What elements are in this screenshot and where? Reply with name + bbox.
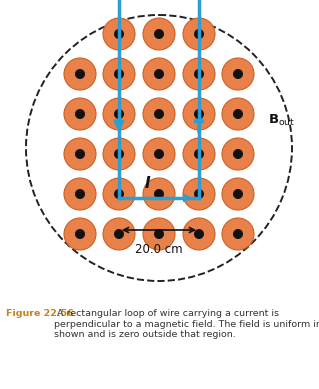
Circle shape <box>154 109 164 119</box>
Circle shape <box>183 178 215 210</box>
Circle shape <box>233 229 243 239</box>
Circle shape <box>194 29 204 39</box>
Circle shape <box>103 18 135 50</box>
Circle shape <box>64 98 96 130</box>
Circle shape <box>64 178 96 210</box>
Circle shape <box>233 189 243 199</box>
Circle shape <box>143 218 175 250</box>
Circle shape <box>222 58 254 90</box>
Circle shape <box>75 149 85 159</box>
Circle shape <box>75 109 85 119</box>
Circle shape <box>143 58 175 90</box>
Circle shape <box>75 69 85 79</box>
Circle shape <box>103 98 135 130</box>
Text: Figure 22.56: Figure 22.56 <box>6 309 74 318</box>
Circle shape <box>183 98 215 130</box>
Circle shape <box>154 29 164 39</box>
Circle shape <box>64 58 96 90</box>
Text: I: I <box>144 177 150 191</box>
Circle shape <box>183 18 215 50</box>
Circle shape <box>222 98 254 130</box>
Circle shape <box>154 69 164 79</box>
Circle shape <box>114 29 124 39</box>
Circle shape <box>222 178 254 210</box>
Circle shape <box>233 109 243 119</box>
Circle shape <box>154 189 164 199</box>
Text: $\mathbf{B}_\mathregular{out}$: $\mathbf{B}_\mathregular{out}$ <box>268 112 295 128</box>
Circle shape <box>194 69 204 79</box>
Circle shape <box>75 229 85 239</box>
Circle shape <box>114 149 124 159</box>
Circle shape <box>103 58 135 90</box>
Circle shape <box>103 138 135 170</box>
Circle shape <box>114 189 124 199</box>
Text: A rectangular loop of wire carrying a current is
perpendicular to a magnetic fie: A rectangular loop of wire carrying a cu… <box>54 309 319 339</box>
Circle shape <box>143 18 175 50</box>
Circle shape <box>103 178 135 210</box>
Circle shape <box>143 98 175 130</box>
Circle shape <box>183 138 215 170</box>
Circle shape <box>114 109 124 119</box>
Circle shape <box>194 229 204 239</box>
Circle shape <box>143 138 175 170</box>
Circle shape <box>75 189 85 199</box>
Circle shape <box>143 178 175 210</box>
Circle shape <box>114 229 124 239</box>
Circle shape <box>103 218 135 250</box>
Circle shape <box>194 189 204 199</box>
Circle shape <box>183 58 215 90</box>
Circle shape <box>222 218 254 250</box>
Circle shape <box>64 218 96 250</box>
Circle shape <box>183 218 215 250</box>
Circle shape <box>114 69 124 79</box>
Circle shape <box>194 149 204 159</box>
Circle shape <box>222 138 254 170</box>
Circle shape <box>233 149 243 159</box>
Circle shape <box>154 149 164 159</box>
Circle shape <box>64 138 96 170</box>
Text: 20.0 cm: 20.0 cm <box>135 243 183 256</box>
Circle shape <box>154 229 164 239</box>
Circle shape <box>233 69 243 79</box>
Circle shape <box>194 109 204 119</box>
